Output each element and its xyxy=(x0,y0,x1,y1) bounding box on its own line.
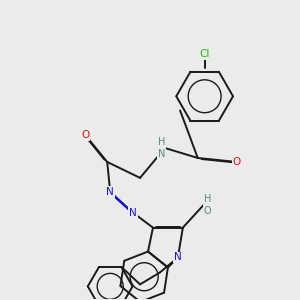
Text: O: O xyxy=(81,130,89,140)
Text: H
N: H N xyxy=(158,137,165,159)
Text: Cl: Cl xyxy=(200,50,210,59)
Text: H
O: H O xyxy=(204,194,212,215)
Text: N: N xyxy=(174,253,182,262)
Text: O: O xyxy=(232,157,241,167)
Text: N: N xyxy=(129,208,137,218)
Text: N: N xyxy=(106,187,114,197)
